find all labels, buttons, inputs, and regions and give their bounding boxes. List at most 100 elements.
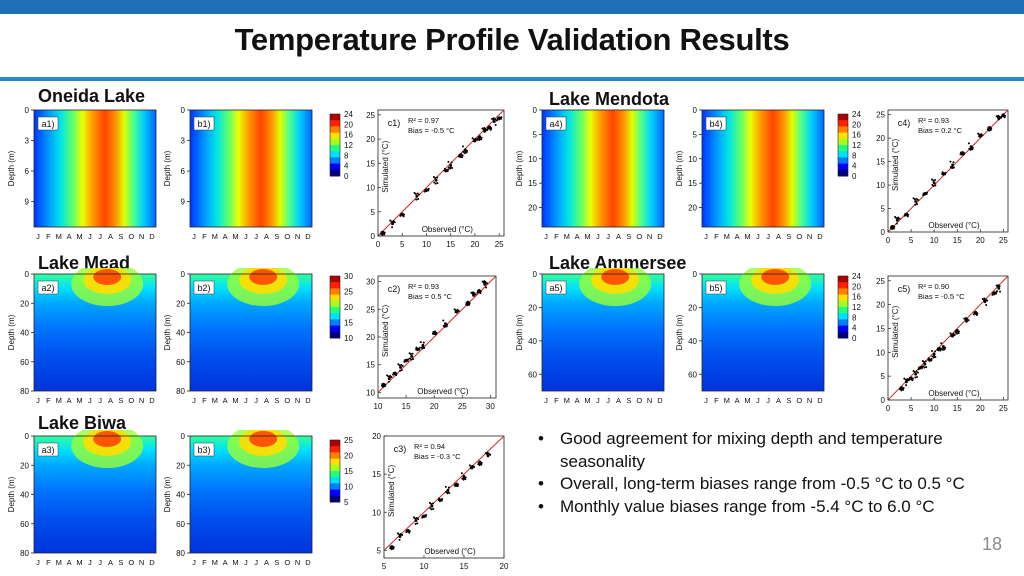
scatter-point: [453, 308, 456, 311]
scatter-point: [997, 284, 1000, 287]
month-tick-label: F: [46, 558, 51, 567]
depth-tick-label: 15: [688, 179, 697, 188]
panel-tag-box: [37, 280, 59, 295]
depth-tick-label: 60: [176, 520, 185, 529]
colorbar-tick-label: 30: [344, 272, 353, 281]
scatter-point: [991, 292, 994, 295]
x-tick-label: 10: [930, 236, 939, 245]
scatter-point: [492, 118, 495, 121]
depth-tick-label: 0: [181, 270, 186, 279]
scatter-point: [922, 365, 925, 368]
month-tick-label: A: [108, 558, 113, 567]
panel-tag-box: [705, 280, 727, 295]
scatter-point: [381, 383, 384, 386]
depth-tick-label: 20: [20, 299, 29, 308]
month-tick-label: O: [796, 232, 802, 241]
scatter-point: [944, 346, 947, 349]
scatter-point: [415, 194, 419, 198]
colorbar-tick-label: 15: [344, 319, 353, 328]
scatter-point: [961, 150, 964, 153]
scatter-point: [424, 188, 427, 191]
month-tick-label: J: [756, 396, 760, 405]
month-tick-label: O: [796, 396, 802, 405]
observed-axis-label: Observed (°C): [417, 387, 469, 396]
scatter-point: [899, 386, 902, 389]
month-tick-label: F: [714, 232, 719, 241]
colorbar-tick-label: 24: [852, 272, 861, 281]
month-tick-label: S: [786, 232, 791, 241]
panel-tag-box: [193, 116, 215, 131]
colorbar-tick-label: 20: [852, 282, 861, 291]
scatter-point: [427, 187, 430, 190]
y-tick-label: 10: [366, 184, 375, 193]
scatter-point: [472, 140, 475, 143]
scatter-point: [499, 117, 502, 120]
scatter-panel-tag: c3): [394, 444, 407, 454]
panel-tag-box: [193, 280, 215, 295]
simulated-axis-label: Simulated (°C): [381, 305, 390, 357]
month-tick-label: A: [264, 558, 269, 567]
scatter-point: [436, 176, 439, 179]
colorbar-segment: [838, 120, 848, 127]
scatter-point: [476, 291, 479, 294]
scatter-point: [922, 192, 925, 195]
month-tick-label: J: [254, 558, 258, 567]
scatter-point: [1002, 113, 1005, 116]
month-tick-label: A: [108, 396, 113, 405]
scatter-point: [458, 155, 461, 158]
depth-tick-label: 40: [176, 329, 185, 338]
scatter-point: [447, 166, 450, 169]
scatter-point: [431, 502, 434, 505]
scatter-point: [407, 529, 410, 532]
scatter-point: [914, 203, 917, 206]
y-tick-label: 20: [876, 134, 885, 143]
scatter-point: [447, 168, 450, 171]
colorbar-segment: [838, 313, 848, 320]
simulated-axis-label: Simulated (°C): [387, 465, 396, 517]
depth-tick-label: 20: [528, 303, 537, 312]
depth-tick-label: 5: [533, 130, 538, 139]
colorbar-tick-label: 0: [852, 172, 857, 181]
scatter-point: [463, 152, 466, 155]
scatter-point: [466, 149, 469, 152]
bullet-item: Good agreement for mixing depth and temp…: [536, 428, 1006, 473]
colorbar-segment: [330, 157, 340, 165]
depth-tick-label: 0: [693, 106, 698, 115]
depth-tick-label: 20: [528, 204, 537, 213]
scatter-frame: [383, 435, 505, 559]
depth-tick-label: 5: [693, 130, 698, 139]
scatter-point: [394, 371, 397, 374]
scatter-point: [910, 376, 913, 379]
scatter-point: [423, 514, 426, 517]
scatter-point: [464, 150, 467, 153]
y-tick-label: 5: [881, 205, 886, 214]
scatter-point: [899, 388, 902, 391]
scatter-point: [922, 194, 925, 197]
observed-axis-label: Observed (°C): [422, 225, 474, 234]
scatter-point: [413, 191, 416, 194]
depth-tick-label: 40: [528, 337, 537, 346]
colorbar-segment: [838, 325, 848, 333]
month-tick-label: F: [714, 396, 719, 405]
month-tick-label: J: [88, 396, 92, 405]
scatter-point: [399, 213, 402, 216]
scatter-point: [436, 182, 439, 185]
colorbar-segment: [330, 464, 340, 472]
scatter-point: [405, 529, 408, 532]
scatter-point: [914, 376, 917, 379]
colorbar-tick-label: 12: [852, 303, 861, 312]
scatter-point: [403, 213, 406, 216]
depth-axis-label: Depth (m): [7, 314, 16, 350]
month-tick-label: J: [192, 558, 196, 567]
month-tick-label: S: [626, 232, 631, 241]
month-tick-label: N: [647, 396, 652, 405]
depth-tick-label: 0: [25, 106, 30, 115]
depth-tick-label: 60: [176, 358, 185, 367]
depth-tick-label: 80: [20, 549, 29, 558]
scatter-point: [905, 212, 908, 215]
scatter-point: [975, 311, 978, 314]
scatter-point: [934, 184, 937, 187]
scatter-point: [381, 233, 384, 236]
